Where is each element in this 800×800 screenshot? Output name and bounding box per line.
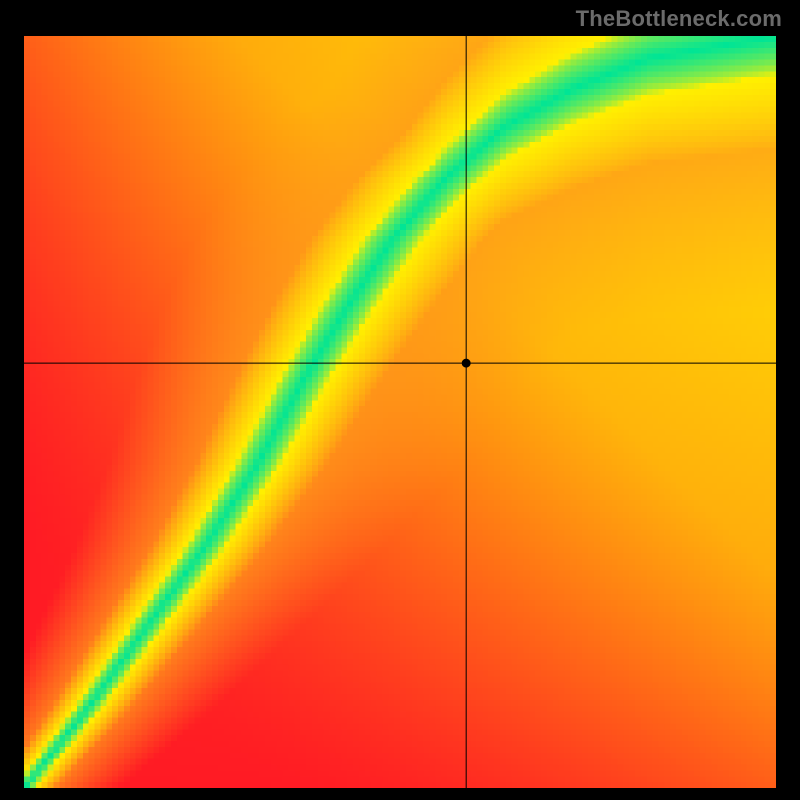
heatmap-canvas: [24, 36, 776, 788]
watermark: TheBottleneck.com: [576, 6, 782, 32]
chart-container: TheBottleneck.com: [0, 0, 800, 800]
